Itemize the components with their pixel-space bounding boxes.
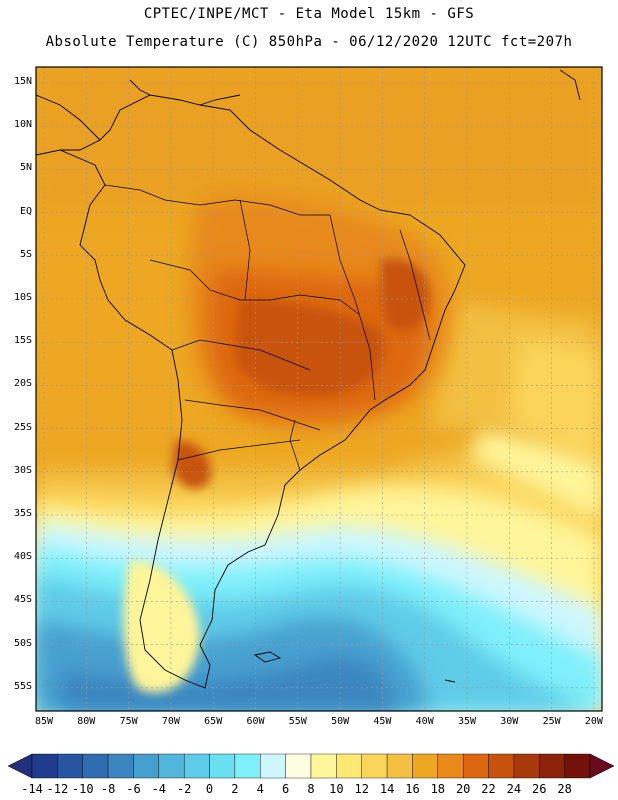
coastline (36, 69, 581, 689)
colorbar-label: -8 (100, 782, 116, 796)
colorbar-label: -12 (46, 782, 69, 796)
colorbar-label: -6 (126, 782, 141, 796)
lon-label: 70W (161, 716, 180, 727)
lon-label: 60W (246, 716, 265, 727)
chart-title: CPTEC/INPE/MCT - Eta Model 15km - GFS (143, 6, 475, 22)
lat-label: 10S (13, 292, 32, 303)
colorbar-swatch (386, 753, 413, 779)
colorbar-swatch (260, 753, 286, 779)
colorbar-label: 28 (557, 782, 572, 796)
colorbar-swatch (209, 753, 236, 779)
colorbar-label: -4 (151, 782, 167, 796)
temperature-field (36, 67, 602, 711)
lat-lon-grid (36, 67, 602, 711)
lon-label: 35W (457, 716, 477, 727)
colorbar-label: 22 (481, 782, 496, 796)
lat-label: 25S (13, 421, 32, 433)
colorbar-swatch (107, 753, 134, 779)
chart-subtitle: Absolute Temperature (C) 850hPa - 06/12/… (45, 34, 573, 50)
colorbar-swatch (31, 753, 58, 779)
country-borders (104, 184, 431, 471)
colorbar-swatch (564, 753, 591, 779)
lon-label: 20W (584, 716, 603, 727)
colorbar-label: 26 (532, 782, 547, 796)
colorbar (7, 753, 615, 779)
colorbar-label: -2 (176, 782, 192, 796)
lon-label: 75W (119, 716, 138, 727)
colorbar-label: 6 (282, 782, 290, 796)
colorbar-label: -10 (71, 782, 94, 796)
colorbar-label: 20 (455, 782, 471, 796)
lon-label: 65W (204, 716, 223, 727)
colorbar-high-arrow (589, 753, 615, 779)
lon-label: 80W (77, 716, 96, 727)
lon-label: 45W (373, 716, 392, 727)
lat-label: 10N (13, 119, 32, 131)
lat-label: 45S (13, 594, 32, 606)
lat-label: 15N (13, 76, 32, 87)
colorbar-swatch (462, 753, 489, 779)
lon-label: 85W (34, 716, 54, 727)
colorbar-swatch (183, 753, 210, 779)
colorbar-label: 0 (205, 782, 214, 796)
colorbar-swatch (310, 753, 337, 779)
colorbar-label: 8 (307, 782, 315, 796)
lon-label: 40W (415, 716, 434, 727)
colorbar-swatch (437, 753, 464, 779)
lat-label: 40S (13, 551, 32, 563)
colorbar-label: -14 (21, 782, 43, 796)
colorbar-swatch (513, 753, 540, 779)
colorbar-swatch (488, 753, 515, 779)
lon-label: 25W (542, 716, 561, 727)
colorbar-label: 4 (256, 782, 264, 796)
colorbar-swatch (82, 753, 109, 779)
colorbar-swatch (234, 753, 261, 779)
colorbar-label: 10 (329, 782, 344, 796)
colorbar-swatch (336, 753, 362, 779)
colorbar-label: 2 (231, 782, 239, 796)
lon-label: 55W (288, 716, 307, 727)
lat-label: 5S (19, 248, 32, 260)
colorbar-low-arrow (7, 753, 33, 779)
colorbar-label: 24 (506, 782, 522, 796)
lat-label: 35S (13, 508, 32, 519)
lat-label: 20S (13, 378, 32, 390)
colorbar-label: 14 (379, 782, 395, 796)
colorbar-swatch (361, 753, 388, 779)
colorbar-swatch (285, 753, 312, 779)
colorbar-label: 12 (354, 782, 369, 796)
lat-label: 15S (13, 335, 32, 347)
lat-label: EQ (19, 205, 32, 217)
colorbar-swatch (539, 753, 565, 779)
colorbar-swatch (57, 753, 83, 779)
colorbar-label: 16 (405, 782, 420, 796)
colorbar-swatch (158, 753, 185, 779)
lat-label: 5N (19, 162, 32, 174)
colorbar-swatch (133, 753, 160, 779)
lat-label: 55S (13, 680, 32, 692)
colorbar-label: 18 (430, 782, 446, 796)
map-frame (35, 66, 603, 712)
lon-label: 50W (331, 716, 350, 727)
colorbar-swatch (412, 753, 439, 779)
lat-label: 30S (13, 464, 32, 476)
lon-label: 30W (500, 716, 519, 727)
lat-label: 50S (13, 637, 32, 649)
